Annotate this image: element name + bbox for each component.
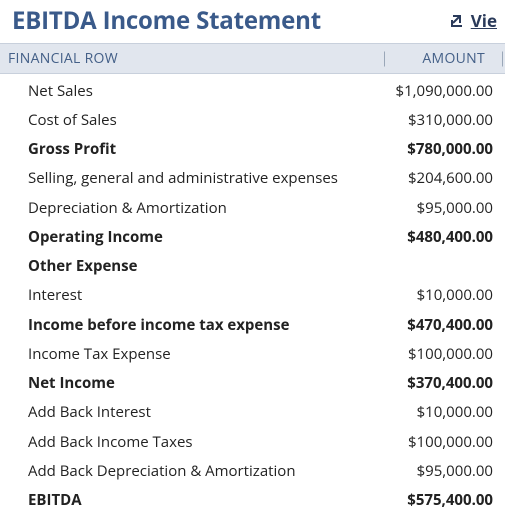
- row-amount: $10,000.00: [365, 402, 493, 422]
- row-amount: $10,000.00: [365, 285, 493, 305]
- row-label: Net Sales: [0, 81, 365, 101]
- table-row: Other Expense: [0, 252, 505, 281]
- table-row: EBITDA$575,400.00: [0, 486, 505, 515]
- table-body: Net Sales$1,090,000.00Cost of Sales$310,…: [0, 74, 505, 515]
- report-header: EBITDA Income Statement Vie: [0, 0, 505, 43]
- row-label: Other Expense: [0, 256, 365, 276]
- row-label: Depreciation & Amortization: [0, 198, 365, 218]
- table-header: FINANCIAL ROW AMOUNT: [0, 43, 505, 74]
- row-label: Income Tax Expense: [0, 344, 365, 364]
- row-label: Gross Profit: [0, 139, 365, 159]
- column-header-label[interactable]: FINANCIAL ROW: [0, 44, 387, 73]
- table-row: Income Tax Expense$100,000.00: [0, 339, 505, 368]
- view-link[interactable]: Vie: [449, 9, 497, 32]
- row-label: Add Back Depreciation & Amortization: [0, 461, 365, 481]
- row-amount: $100,000.00: [365, 344, 493, 364]
- row-label: Operating Income: [0, 227, 365, 247]
- report-title: EBITDA Income Statement: [12, 4, 443, 37]
- row-amount: $95,000.00: [365, 198, 493, 218]
- row-label: Add Back Income Taxes: [0, 432, 365, 452]
- row-amount: $100,000.00: [365, 432, 493, 452]
- row-label: Net Income: [0, 373, 365, 393]
- view-link-label: Vie: [471, 9, 497, 32]
- table-row: Selling, general and administrative expe…: [0, 164, 505, 193]
- table-row: Operating Income$480,400.00: [0, 222, 505, 251]
- row-amount: $575,400.00: [365, 490, 493, 510]
- table-row: Interest$10,000.00: [0, 281, 505, 310]
- column-header-amount[interactable]: AMOUNT: [387, 44, 505, 73]
- row-amount: $204,600.00: [365, 168, 493, 188]
- table-row: Depreciation & Amortization$95,000.00: [0, 193, 505, 222]
- row-amount: $310,000.00: [365, 110, 493, 130]
- table-row: Gross Profit$780,000.00: [0, 135, 505, 164]
- row-amount: $780,000.00: [365, 139, 493, 159]
- table-row: Add Back Interest$10,000.00: [0, 398, 505, 427]
- row-amount: $480,400.00: [365, 227, 493, 247]
- row-label: Add Back Interest: [0, 402, 365, 422]
- row-label: EBITDA: [0, 490, 365, 510]
- row-label: Income before income tax expense: [0, 315, 365, 335]
- row-amount: $95,000.00: [365, 461, 493, 481]
- row-amount: $470,400.00: [365, 315, 493, 335]
- table-row: Add Back Income Taxes$100,000.00: [0, 427, 505, 456]
- row-amount: $1,090,000.00: [365, 81, 493, 101]
- table-row: Net Income$370,400.00: [0, 369, 505, 398]
- table-row: Cost of Sales$310,000.00: [0, 105, 505, 134]
- open-external-icon: [449, 12, 467, 30]
- row-label: Cost of Sales: [0, 110, 365, 130]
- table-row: Net Sales$1,090,000.00: [0, 76, 505, 105]
- row-amount: [365, 256, 493, 271]
- row-label: Selling, general and administrative expe…: [0, 168, 365, 188]
- table-row: Add Back Depreciation & Amortization$95,…: [0, 456, 505, 485]
- row-label: Interest: [0, 285, 365, 305]
- table-row: Income before income tax expense$470,400…: [0, 310, 505, 339]
- row-amount: $370,400.00: [365, 373, 493, 393]
